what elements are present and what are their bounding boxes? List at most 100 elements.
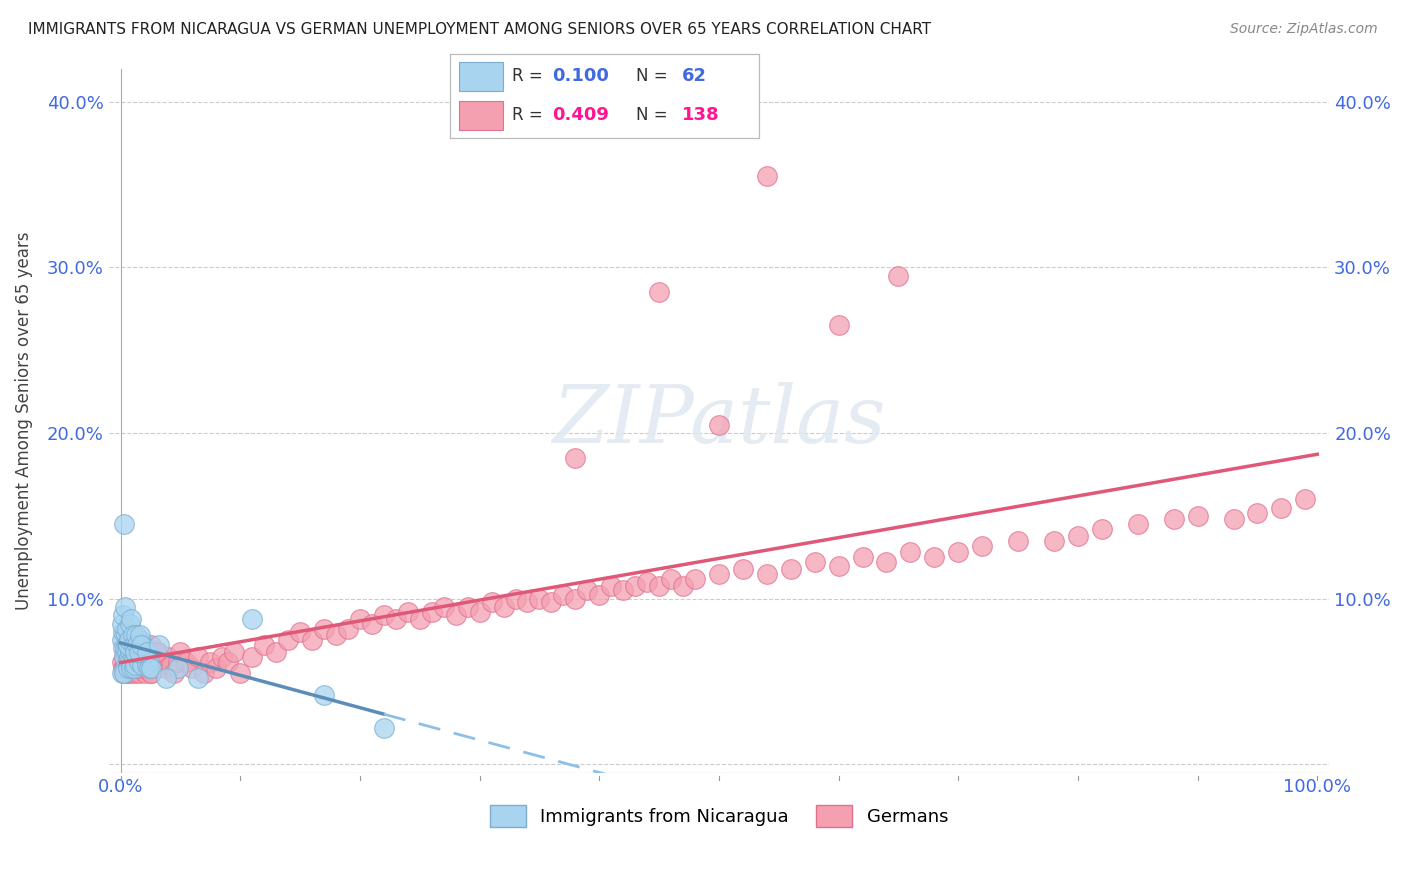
Point <box>851 550 873 565</box>
Point <box>115 622 138 636</box>
Point <box>1187 508 1209 523</box>
Point <box>135 649 157 664</box>
Point <box>129 658 152 673</box>
Text: R =: R = <box>512 68 548 86</box>
Point <box>111 655 134 669</box>
Point <box>134 649 156 664</box>
Point <box>127 658 149 673</box>
Point <box>707 417 730 432</box>
Point <box>121 641 143 656</box>
Point <box>444 608 467 623</box>
Point <box>1246 506 1268 520</box>
Point <box>468 605 491 619</box>
Point <box>1043 533 1066 548</box>
Text: N =: N = <box>636 106 672 124</box>
Point <box>169 645 191 659</box>
Point <box>111 661 134 675</box>
Point <box>134 655 156 669</box>
Text: ZIPatlas: ZIPatlas <box>553 382 886 459</box>
Point <box>125 638 148 652</box>
Point <box>135 655 157 669</box>
Point <box>125 645 148 659</box>
Point <box>131 661 153 675</box>
Point <box>138 661 160 675</box>
Point <box>129 638 152 652</box>
Point <box>124 645 146 659</box>
Point <box>136 649 159 664</box>
Point <box>373 721 395 735</box>
Point <box>163 666 186 681</box>
Point <box>887 268 910 283</box>
Point <box>117 638 139 652</box>
Point <box>117 653 139 667</box>
Point <box>115 666 138 681</box>
Point <box>128 645 150 659</box>
Point <box>125 628 148 642</box>
Point <box>128 645 150 659</box>
Point <box>301 633 323 648</box>
Point <box>115 638 138 652</box>
Point <box>529 591 551 606</box>
Point <box>124 666 146 681</box>
Point <box>128 655 150 669</box>
Point <box>139 638 162 652</box>
Point <box>672 578 695 592</box>
Point <box>827 318 849 333</box>
Point <box>111 666 134 681</box>
Point <box>648 285 671 300</box>
Point <box>240 612 263 626</box>
Point <box>803 555 825 569</box>
Point <box>385 612 408 626</box>
Point <box>827 558 849 573</box>
Point <box>112 661 135 675</box>
Point <box>118 649 141 664</box>
Point <box>1270 500 1292 515</box>
Point <box>492 600 515 615</box>
Point <box>876 555 898 569</box>
Point <box>128 633 150 648</box>
Point <box>924 550 946 565</box>
Point <box>124 658 146 673</box>
Point <box>117 661 139 675</box>
Point <box>420 605 443 619</box>
Point <box>120 655 142 669</box>
Point <box>112 517 135 532</box>
Point <box>224 645 246 659</box>
Point <box>117 649 139 664</box>
Point <box>540 595 562 609</box>
Bar <box>460 62 502 91</box>
Point <box>139 661 162 675</box>
Point <box>118 655 141 669</box>
Point <box>396 605 419 619</box>
Point <box>114 624 136 639</box>
Point <box>253 638 276 652</box>
Point <box>124 649 146 664</box>
Point <box>136 649 159 664</box>
Y-axis label: Unemployment Among Seniors over 65 years: Unemployment Among Seniors over 65 years <box>15 231 32 610</box>
Point <box>648 578 671 592</box>
Point <box>122 661 145 675</box>
Point <box>143 661 166 675</box>
Point <box>112 649 135 664</box>
Point <box>1007 533 1029 548</box>
Point <box>118 633 141 648</box>
Point <box>120 612 142 626</box>
Point <box>167 655 190 669</box>
Point <box>139 666 162 681</box>
Point <box>125 649 148 664</box>
Point <box>755 566 778 581</box>
Point <box>1294 492 1316 507</box>
Point <box>135 658 157 673</box>
Point <box>181 661 204 675</box>
Point <box>120 649 142 664</box>
Point <box>683 572 706 586</box>
Point <box>117 661 139 675</box>
Point <box>121 655 143 669</box>
Point <box>146 645 169 659</box>
Point <box>779 562 801 576</box>
Point <box>115 645 138 659</box>
Point <box>115 658 138 673</box>
Point <box>111 633 134 648</box>
Point <box>131 645 153 659</box>
Point <box>564 591 586 606</box>
